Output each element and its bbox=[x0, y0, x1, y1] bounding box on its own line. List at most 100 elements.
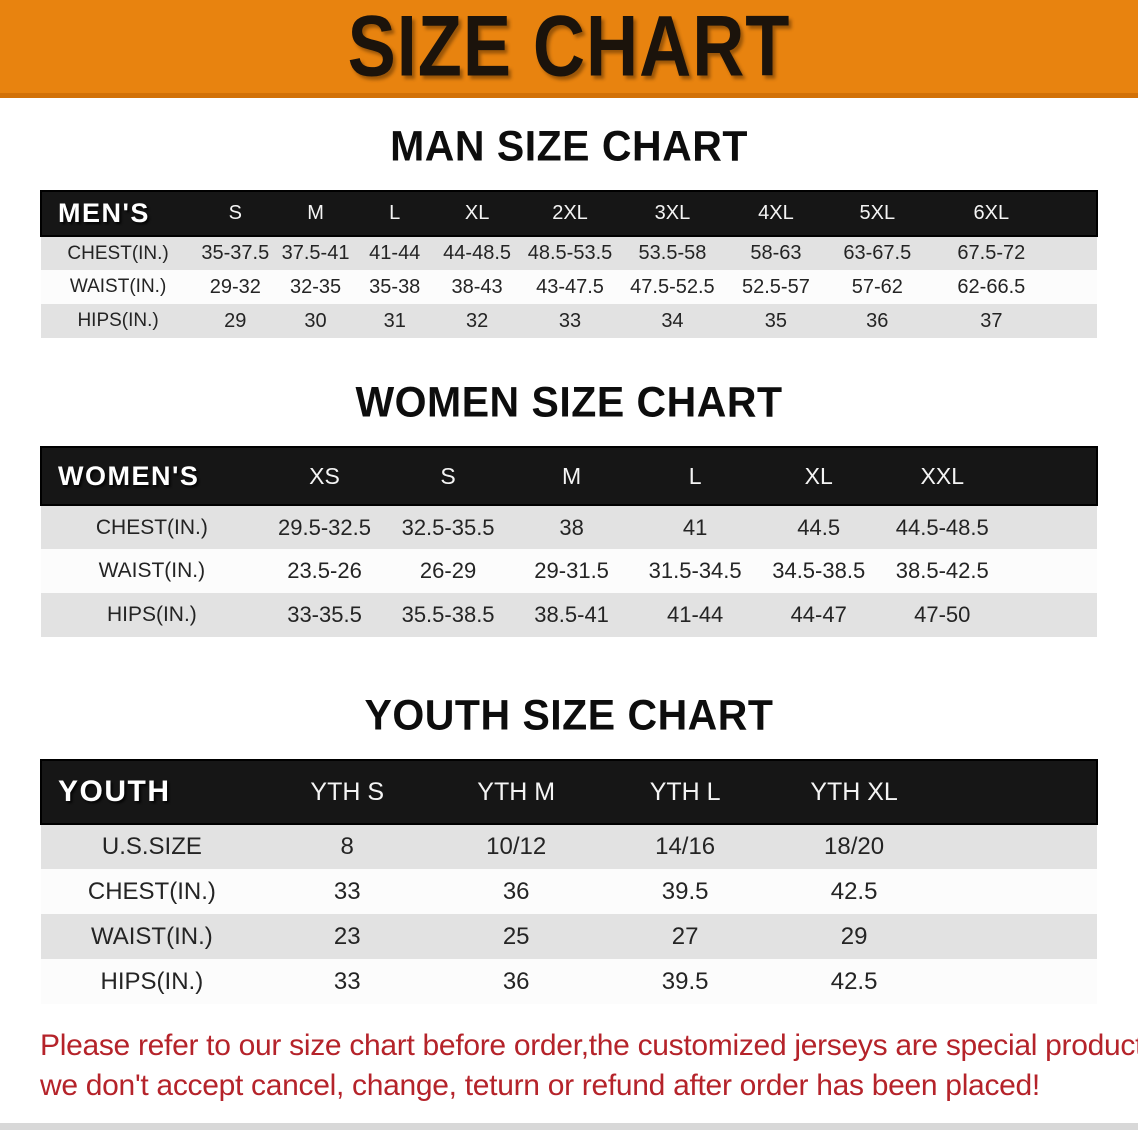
row-label: U.S.SIZE bbox=[41, 823, 263, 869]
women-size-chart-section: WOMEN SIZE CHART WOMEN'S XS S M L XL XXL CHEST(… bbox=[0, 378, 1138, 637]
size-value-cell: 29-32 bbox=[209, 275, 261, 298]
size-value-cell: 31.5-34.5 bbox=[648, 558, 742, 583]
row-label: WAIST(IN.) bbox=[98, 559, 206, 582]
size-value-cell: 23 bbox=[333, 922, 361, 950]
size-column-header: YTH XL bbox=[769, 759, 939, 825]
size-column-header: XS bbox=[262, 446, 387, 506]
size-value-cell: 38.5-41 bbox=[534, 602, 609, 627]
size-value-cell: 38 bbox=[509, 504, 634, 549]
row-label: CHEST(IN.) bbox=[41, 504, 263, 549]
size-column-header: XL bbox=[433, 190, 521, 237]
bottom-edge-strip bbox=[0, 1123, 1138, 1130]
table-corner-label: MEN'S bbox=[39, 190, 196, 237]
size-value-cell: 44.5-48.5 bbox=[880, 504, 1005, 549]
size-value-cell: 63-67.5 bbox=[826, 235, 928, 270]
size-value-cell: 33 bbox=[333, 877, 361, 905]
spacer-cell bbox=[1004, 593, 1097, 637]
spacer-cell bbox=[939, 914, 1097, 959]
size-value-cell: 25 bbox=[502, 922, 530, 950]
row-label: WAIST(IN.) bbox=[69, 276, 167, 297]
youth-size-table: YOUTH YTH S YTH M YTH L YTH XL U.S.SIZE 8 10/12… bbox=[40, 759, 1099, 1004]
measurement-row: WAIST(IN.) 23 25 27 29 bbox=[41, 914, 1097, 959]
size-value-cell: 39.5 bbox=[661, 967, 709, 995]
spacer-cell bbox=[938, 823, 1097, 869]
size-column-header: S bbox=[386, 446, 510, 506]
measurement-row: WAIST(IN.) 29-32 32-35 35-38 38-43 43-47.5 47.… bbox=[41, 270, 1097, 304]
spacer-cell bbox=[1004, 504, 1097, 549]
man-size-chart-heading: MAN SIZE CHART bbox=[390, 121, 748, 171]
size-value-cell: 38.5-42.5 bbox=[895, 558, 989, 583]
measurement-row: WAIST(IN.) 23.5-26 26-29 29-31.5 31.5-34.5 34… bbox=[41, 549, 1097, 593]
size-value-cell: 53.5-58 bbox=[619, 235, 726, 270]
size-column-header: M bbox=[509, 446, 634, 506]
spacer-cell bbox=[1054, 235, 1097, 270]
order-disclaimer: Please refer to our size chart before or… bbox=[40, 1026, 1138, 1106]
size-column-header: YTH M bbox=[431, 759, 601, 825]
size-value-cell: 35-37.5 bbox=[195, 235, 276, 270]
spacer-cell bbox=[1054, 190, 1099, 237]
row-label: HIPS(IN.) bbox=[77, 310, 159, 331]
size-value-cell: 10/12 bbox=[431, 823, 601, 869]
women-size-table: WOMEN'S XS S M L XL XXL CHEST(IN.) 29.5-32.5 32.5… bbox=[40, 446, 1098, 637]
size-value-cell: 37 bbox=[980, 309, 1003, 332]
size-value-cell: 29-31.5 bbox=[534, 558, 609, 583]
size-value-cell: 37.5-41 bbox=[275, 235, 356, 270]
size-value-cell: 31 bbox=[383, 309, 406, 332]
size-value-cell: 58-63 bbox=[725, 235, 827, 270]
size-value-cell: 36 bbox=[502, 877, 530, 905]
size-value-cell: 29.5-32.5 bbox=[262, 504, 387, 549]
row-label: WAIST(IN.) bbox=[90, 922, 213, 950]
size-value-cell: 26-29 bbox=[419, 558, 477, 583]
measurement-row: CHEST(IN.) 33 36 39.5 42.5 bbox=[41, 869, 1097, 914]
size-value-cell: 32 bbox=[465, 309, 489, 332]
charts-content: MAN SIZE CHART MEN'S S M L XL 2XL 3XL 4XL 5XL 6XL… bbox=[0, 122, 1138, 1004]
size-column-header: 3XL bbox=[619, 190, 726, 237]
size-value-cell: 36 bbox=[866, 309, 889, 332]
size-value-cell: 29 bbox=[224, 309, 247, 332]
size-value-cell: 47-50 bbox=[914, 602, 971, 627]
size-value-cell: 32-35 bbox=[289, 275, 342, 298]
measurement-row: CHEST(IN.) 35-37.5 37.5-41 41-44 44-48.5 48.5… bbox=[41, 235, 1097, 270]
size-column-header: XXL bbox=[880, 446, 1005, 506]
size-value-cell: 33-35.5 bbox=[287, 602, 362, 627]
size-column-header: YTH S bbox=[262, 759, 432, 825]
table-corner-label: WOMEN'S bbox=[40, 446, 263, 506]
size-value-cell: 27 bbox=[671, 922, 699, 950]
size-column-header: XL bbox=[756, 446, 881, 506]
size-value-cell: 42.5 bbox=[830, 877, 878, 905]
size-column-header: M bbox=[275, 190, 356, 237]
size-value-cell: 30 bbox=[304, 309, 327, 332]
size-value-cell: 43-47.5 bbox=[536, 275, 604, 298]
size-value-cell: 34 bbox=[661, 309, 684, 332]
size-value-cell: 44-47 bbox=[790, 602, 847, 627]
measurement-row: HIPS(IN.) 33-35.5 35.5-38.5 38.5-41 41-44 44-… bbox=[41, 593, 1097, 637]
size-value-cell: 38-43 bbox=[451, 275, 503, 298]
measurement-row: HIPS(IN.) 29 30 31 32 33 34 35 36 37 bbox=[41, 304, 1097, 338]
measurement-row: U.S.SIZE 8 10/12 14/16 18/20 bbox=[41, 823, 1097, 869]
size-value-cell: 35 bbox=[764, 309, 788, 332]
size-value-cell: 41-44 bbox=[667, 602, 724, 627]
spacer-cell bbox=[1055, 270, 1097, 304]
size-value-cell: 52.5-57 bbox=[742, 275, 810, 298]
spacer-cell bbox=[1004, 446, 1098, 506]
size-value-cell: 8 bbox=[262, 823, 432, 869]
size-value-cell: 35.5-38.5 bbox=[401, 602, 495, 627]
size-column-header: 5XL bbox=[826, 190, 928, 237]
spacer-cell bbox=[938, 759, 1099, 825]
row-label: CHEST(IN.) bbox=[87, 877, 216, 905]
size-value-cell: 32.5-35.5 bbox=[386, 504, 510, 549]
size-value-cell: 34.5-38.5 bbox=[772, 558, 866, 583]
size-value-cell: 18/20 bbox=[769, 823, 939, 869]
banner-title: SIZE CHART bbox=[347, 0, 791, 95]
size-column-header: YTH L bbox=[600, 759, 770, 825]
row-label: HIPS(IN.) bbox=[106, 603, 197, 626]
size-value-cell: 29 bbox=[840, 922, 868, 950]
man-size-chart-section: MAN SIZE CHART MEN'S S M L XL 2XL 3XL 4XL 5XL 6XL… bbox=[0, 122, 1138, 338]
size-value-cell: 57-62 bbox=[851, 275, 903, 298]
size-column-header: 4XL bbox=[725, 190, 827, 237]
size-column-header: 2XL bbox=[520, 190, 620, 237]
youth-size-chart-section: YOUTH SIZE CHART YOUTH YTH S YTH M YTH L YTH… bbox=[0, 691, 1138, 1004]
spacer-cell bbox=[1004, 549, 1097, 593]
youth-size-chart-heading: YOUTH SIZE CHART bbox=[364, 690, 774, 740]
